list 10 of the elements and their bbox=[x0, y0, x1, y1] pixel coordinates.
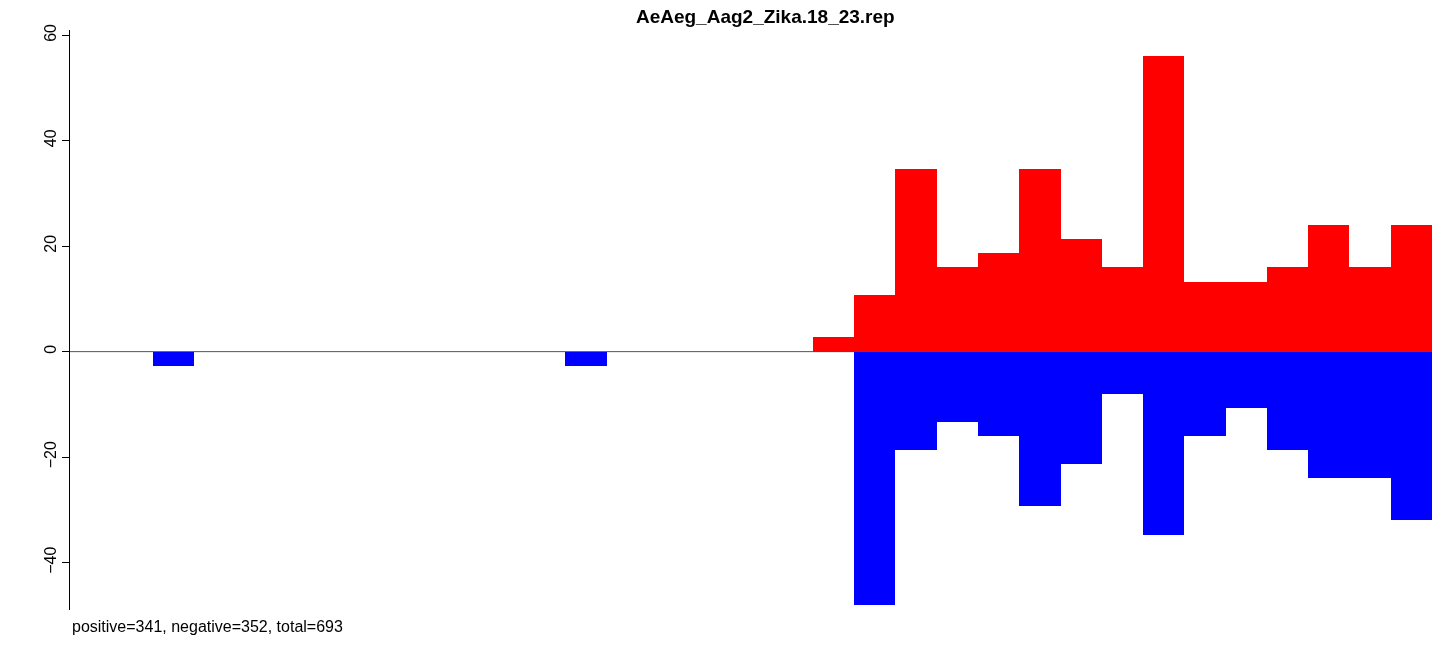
bar bbox=[565, 352, 607, 366]
y-tick-label: 20 bbox=[41, 234, 59, 253]
y-tick-label: −40 bbox=[41, 546, 59, 574]
y-tick-label: 60 bbox=[41, 23, 59, 42]
y-tick-label: 0 bbox=[41, 344, 59, 354]
text: positive=341, negative=352, total=693 bbox=[72, 618, 343, 635]
y-tick-label: −20 bbox=[41, 441, 59, 469]
y-tick-label: 40 bbox=[41, 129, 59, 148]
bar bbox=[153, 352, 194, 366]
chart-title: AeAeg_Aag2_Zika.18_23.rep bbox=[635, 6, 895, 28]
